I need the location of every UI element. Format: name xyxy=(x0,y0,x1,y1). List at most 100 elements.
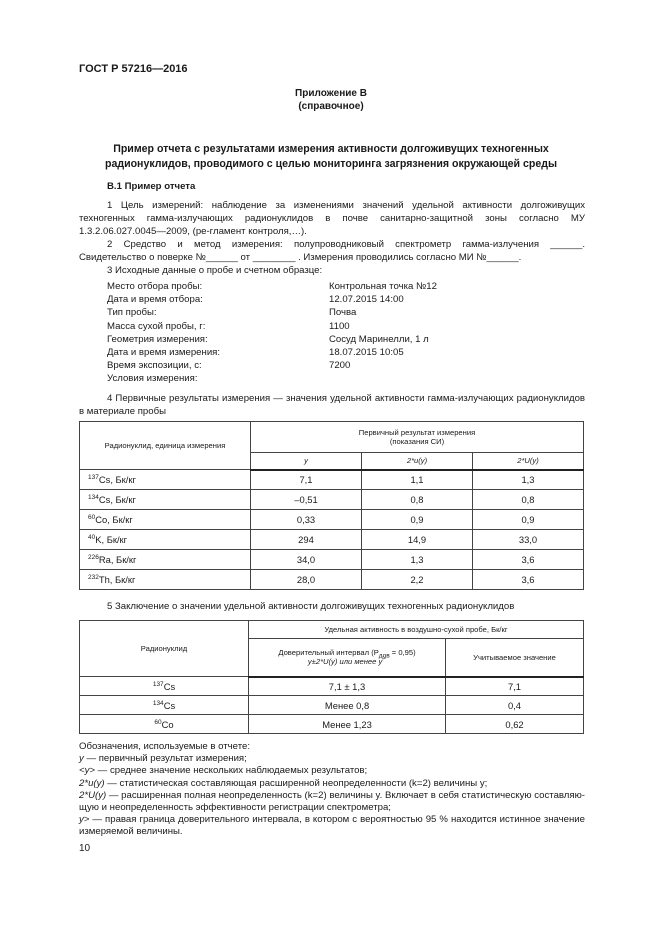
header-confidence-interval: Доверительный интервал (Pдов = 0,95) y±2*… xyxy=(248,638,446,678)
value-u: 1,1 xyxy=(361,469,473,490)
paragraph-4: 4 Первичные результаты измерения — значе… xyxy=(79,393,585,417)
header-y: y xyxy=(250,452,362,471)
header-accounted-value: Учитываемое значение xyxy=(445,638,584,678)
mass-number: 40 xyxy=(88,534,96,541)
table-row: 40K, Бк/кг 294 14,9 33,0 xyxy=(79,529,584,550)
nuclide-cell: 232Th, Бк/кг xyxy=(79,569,251,590)
value-U: 0,9 xyxy=(472,509,584,530)
confidence-interval: Менее 1,23 xyxy=(248,714,446,734)
header-2u: 2*u(y) xyxy=(361,452,473,471)
sample-label: Дата и время отбора: xyxy=(107,294,203,306)
note-item: 2*u(y) — статистическая составляющая рас… xyxy=(79,778,585,790)
note-symbol: y xyxy=(79,753,84,765)
confidence-interval: Менее 0,8 xyxy=(248,695,446,715)
value-U: 3,6 xyxy=(472,569,584,590)
sample-value: 7200 xyxy=(329,360,351,372)
sample-value: Сосуд Маринелли, 1 л xyxy=(329,333,429,345)
nuclide-cell: 134Cs xyxy=(79,695,249,715)
value-U: 3,6 xyxy=(472,549,584,570)
heading-line1: Пример отчета с результатами измерения а… xyxy=(113,143,549,155)
header-nuclide: Радионуклид, единица измерения xyxy=(79,421,251,470)
paragraph-2: 2 Средство и метод измерения: полупровод… xyxy=(79,239,585,263)
note-text: — расширенная полная неопределенность (k… xyxy=(79,789,585,814)
page-number: 10 xyxy=(79,843,91,854)
value-y: –0,51 xyxy=(250,489,362,510)
document-header: ГОСТ Р 57216—2016 xyxy=(79,63,188,75)
note-text: — правая граница доверительного интервал… xyxy=(79,814,585,838)
accounted-value: 0,4 xyxy=(445,695,584,715)
note-symbol: 2*u(y) xyxy=(79,777,105,789)
value-y: 0,33 xyxy=(250,509,362,530)
sample-value: 18.07.2015 10:05 xyxy=(329,347,404,359)
sample-row: Время экспозиции, с: 7200 xyxy=(107,359,437,372)
sample-row: Геометрия измерения: Сосуд Маринелли, 1 л xyxy=(107,333,437,346)
value-U: 1,3 xyxy=(472,469,584,490)
section-title: В.1 Пример отчета xyxy=(107,181,196,192)
table-row: 60Co Менее 1,23 0,62 xyxy=(79,714,584,734)
note-symbol: y> xyxy=(79,814,90,826)
mass-number: 60 xyxy=(88,514,96,521)
nuclide-cell: 226Ra, Бк/кг xyxy=(79,549,251,570)
heading-line2: радионуклидов, проводимого с целью монит… xyxy=(104,158,558,170)
sample-row: Дата и время отбора: 12.07.2015 14:00 xyxy=(107,293,437,306)
table-row: 60Co, Бк/кг 0,33 0,9 0,9 xyxy=(79,509,584,530)
mass-number: 232 xyxy=(88,574,99,581)
value-y: 7,1 xyxy=(250,469,362,490)
notes-title: Обозначения, используемые в отчете: xyxy=(79,741,250,752)
appendix-subtitle: (справочное) xyxy=(298,101,364,112)
table-row: 134Cs Менее 0,8 0,4 xyxy=(79,695,584,715)
sample-value: 12.07.2015 14:00 xyxy=(329,294,404,306)
sample-value: 1100 xyxy=(329,320,350,332)
note-text: — среднее значение нескольких наблюдаемы… xyxy=(95,765,368,777)
nuclide-name: Ra, Бк/кг xyxy=(98,554,137,565)
appendix-title: Приложение В xyxy=(295,88,367,99)
sample-label: Время экспозиции, с: xyxy=(107,360,202,372)
note-item: 2*U(y) — расширенная полная неопределенн… xyxy=(79,790,585,814)
nuclide-name: Cs xyxy=(163,680,176,692)
value-u: 0,8 xyxy=(361,489,473,510)
paragraph-1: 1 Цель измерений: наблюдение за изменени… xyxy=(79,200,585,237)
table-row: 137Cs 7,1 ± 1,3 7,1 xyxy=(79,676,584,696)
value-U: 33,0 xyxy=(472,529,584,550)
confidence-interval: 7,1 ± 1,3 xyxy=(248,676,446,696)
accounted-value: 0,62 xyxy=(445,714,584,734)
value-u: 0,9 xyxy=(361,509,473,530)
sample-row: Дата и время измерения: 18.07.2015 10:05 xyxy=(107,346,437,359)
mass-number: 137 xyxy=(152,680,164,688)
header-2U: 2*U(y) xyxy=(472,452,584,471)
mass-number: 137 xyxy=(88,474,99,481)
nuclide-cell: 60Co, Бк/кг xyxy=(79,509,251,530)
note-text: — статистическая составляющая расширенно… xyxy=(104,777,488,789)
sample-row: Масса сухой пробы, г: 1100 xyxy=(107,320,437,333)
sample-row: Условия измерения: xyxy=(107,372,437,385)
sample-label: Масса сухой пробы, г: xyxy=(107,320,206,332)
note-symbol: <y> xyxy=(79,765,96,777)
note-text: — первичный результат измерения; xyxy=(83,753,247,765)
sample-label: Геометрия измерения: xyxy=(107,333,208,345)
value-y: 294 xyxy=(250,529,362,550)
nuclide-cell: 60Co xyxy=(79,714,249,734)
nuclide-name: K, Бк/кг xyxy=(95,534,128,545)
mass-number: 226 xyxy=(88,554,99,561)
sample-value: Почва xyxy=(329,307,357,319)
nuclide-cell: 134Cs, Бк/кг xyxy=(79,489,251,510)
header-nuclide: Радионуклид xyxy=(79,620,249,677)
mass-number: 60 xyxy=(154,718,162,726)
sample-data: Место отбора пробы: Контрольная точка №12… xyxy=(107,280,437,386)
note-item: <y> — среднее значение нескольких наблюд… xyxy=(79,765,585,777)
mass-number: 134 xyxy=(88,494,99,501)
table-row: 226Ra, Бк/кг 34,0 1,3 3,6 xyxy=(79,549,584,570)
note-symbol: 2*U(y) xyxy=(79,789,107,801)
value-u: 2,2 xyxy=(361,569,473,590)
nuclide-name: Cs, Бк/кг xyxy=(98,474,136,485)
nuclide-name: Th, Бк/кг xyxy=(98,574,136,585)
table-row: 232Th, Бк/кг 28,0 2,2 3,6 xyxy=(79,569,584,590)
header-activity: Удельная активность в воздушно-сухой про… xyxy=(248,620,584,639)
nuclide-name: Co, Бк/кг xyxy=(95,514,133,525)
conclusion-table: Радионуклид Удельная активность в воздуш… xyxy=(79,620,584,734)
nuclide-cell: 137Cs xyxy=(79,676,249,696)
note-item: y> — правая граница доверительного интер… xyxy=(79,814,585,838)
nuclide-cell: 40K, Бк/кг xyxy=(79,529,251,550)
notes: Обозначения, используемые в отчете: y — … xyxy=(79,741,585,839)
primary-results-table: Радионуклид, единица измерения Первичный… xyxy=(79,421,584,590)
